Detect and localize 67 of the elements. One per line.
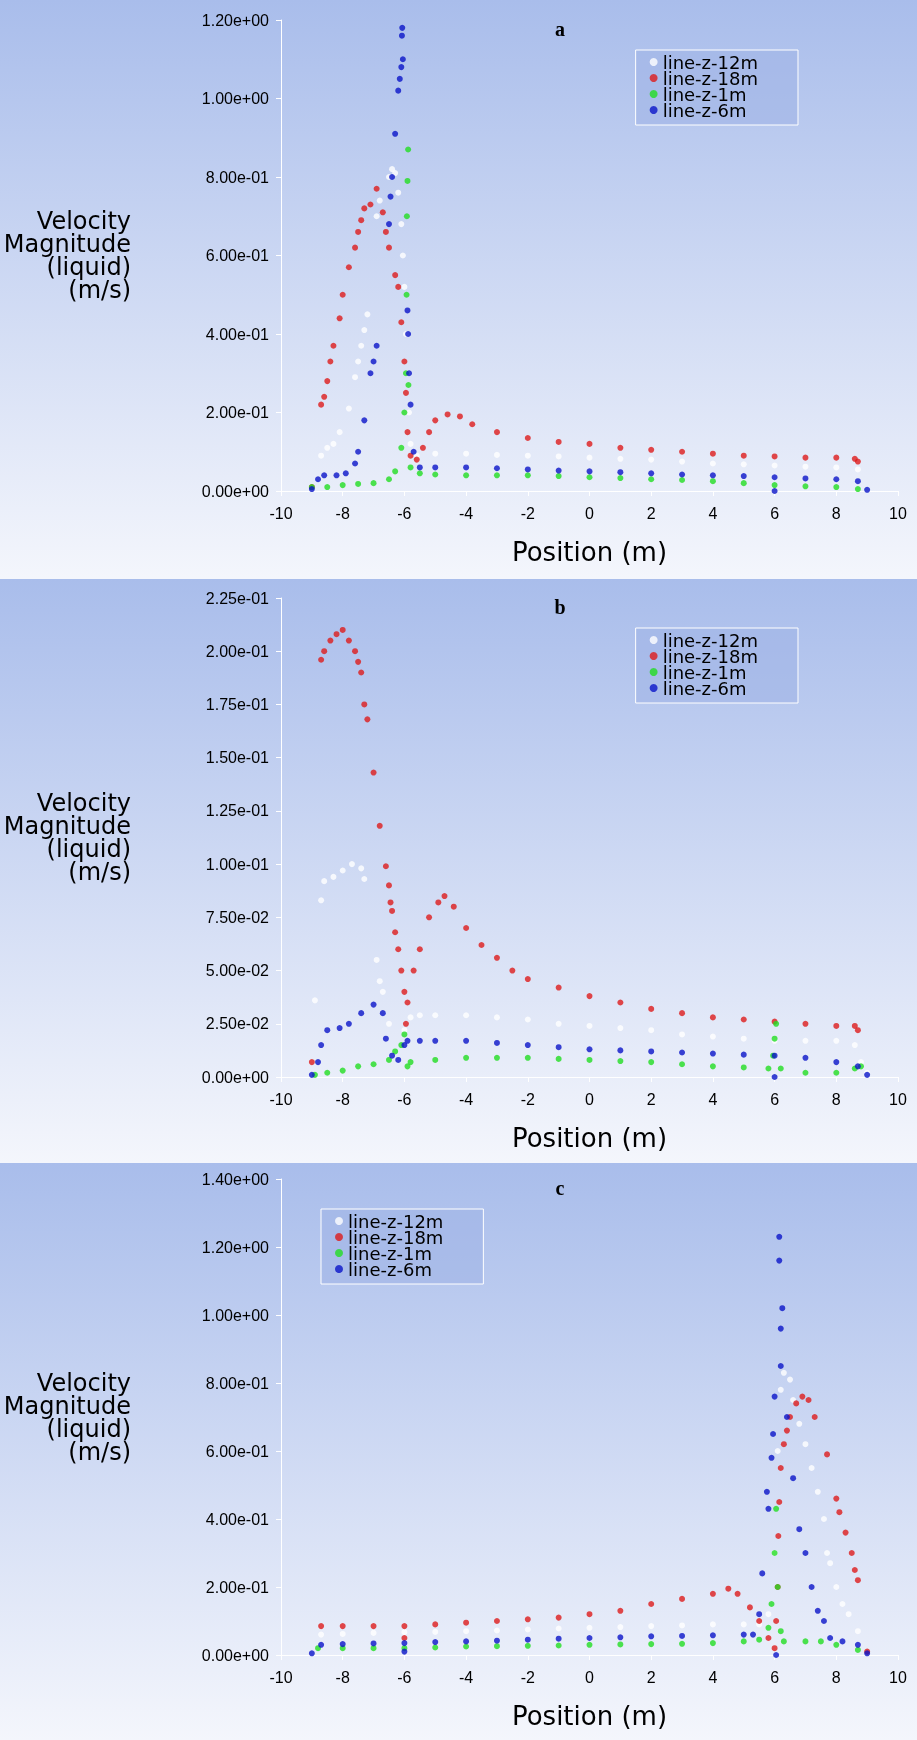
x-tick-label: -2 bbox=[520, 1090, 536, 1108]
y-tick-label: 1.25e-01 bbox=[205, 802, 270, 820]
x-tick-label: 8 bbox=[831, 1668, 841, 1686]
x-axis-title: Position (m) bbox=[511, 1701, 668, 1731]
chart-title: b bbox=[554, 596, 566, 618]
y-tick-label: 1.75e-01 bbox=[205, 695, 270, 713]
x-tick-label: -4 bbox=[458, 1668, 474, 1686]
y-tick-label: 6.00e-01 bbox=[205, 247, 270, 264]
x-tick-label: 0 bbox=[585, 504, 595, 522]
y-tick-label: 0.00e+00 bbox=[201, 1068, 270, 1086]
y-tick-label: 4.00e-01 bbox=[205, 1510, 270, 1528]
x-tick-label: -4 bbox=[458, 1090, 474, 1108]
x-tick-label: 10 bbox=[889, 1668, 907, 1686]
y-tick-label: 1.50e-01 bbox=[205, 749, 270, 767]
y-tick-label: 2.00e-01 bbox=[205, 1578, 270, 1596]
x-tick-label: -10 bbox=[269, 1090, 293, 1108]
y-tick-label: 4.00e-01 bbox=[205, 325, 270, 343]
chart-title: a bbox=[555, 18, 565, 40]
y-tick-label: 8.00e-01 bbox=[205, 168, 270, 186]
y-tick-label: 0.00e+00 bbox=[201, 482, 270, 500]
x-tick-label: 10 bbox=[889, 504, 907, 522]
y-tick-label: 1.20e+00 bbox=[201, 1238, 270, 1256]
x-tick-label: 2 bbox=[646, 504, 656, 522]
y-tick-label: 1.40e+00 bbox=[201, 1170, 270, 1188]
y-tick-label: 2.25e-01 bbox=[205, 589, 270, 607]
y-tick-label: 2.00e-01 bbox=[205, 642, 270, 660]
x-tick-label: -10 bbox=[269, 1668, 293, 1686]
y-tick-label: 0.00e+00 bbox=[201, 1646, 270, 1664]
x-tick-label: 4 bbox=[708, 504, 718, 522]
x-tick-label: 4 bbox=[708, 1668, 718, 1686]
x-tick-label: -8 bbox=[335, 504, 350, 522]
chart-title: c bbox=[555, 1177, 565, 1199]
y-tick-label: 7.50e-02 bbox=[205, 908, 270, 926]
x-tick-label: 2 bbox=[646, 1090, 656, 1108]
x-tick-label: 0 bbox=[585, 1668, 595, 1686]
x-tick-label: -6 bbox=[397, 1668, 412, 1686]
y-tick-label: 1.00e-01 bbox=[205, 855, 270, 873]
x-tick-label: -10 bbox=[269, 504, 293, 522]
x-axis-title: Position (m) bbox=[511, 537, 668, 567]
x-tick-label: 10 bbox=[889, 1090, 907, 1108]
x-tick-label: 0 bbox=[585, 1090, 595, 1108]
y-tick-label: 2.00e-01 bbox=[205, 404, 270, 421]
x-tick-label: -4 bbox=[458, 504, 474, 522]
x-tick-label: 4 bbox=[708, 1090, 718, 1108]
y-tick-label: 1.20e+00 bbox=[201, 11, 270, 29]
x-tick-label: 2 bbox=[646, 1668, 656, 1686]
x-tick-label: -2 bbox=[520, 504, 536, 522]
y-axis-title: Velocity Magnitude (liquid) (m/s) bbox=[3, 207, 131, 304]
y-tick-label: 6.00e-01 bbox=[205, 1442, 270, 1460]
x-tick-label: -6 bbox=[397, 504, 412, 522]
y-tick-label: 5.00e-02 bbox=[205, 962, 270, 980]
x-tick-label: -2 bbox=[520, 1668, 536, 1686]
x-axis-title: Position (m) bbox=[511, 1123, 668, 1153]
y-tick-label: 1.00e+00 bbox=[201, 90, 270, 107]
y-tick-label: 2.50e-02 bbox=[205, 1015, 270, 1033]
x-tick-label: 8 bbox=[831, 1090, 841, 1108]
x-tick-label: 8 bbox=[831, 504, 841, 522]
y-tick-label: 1.00e+00 bbox=[201, 1306, 270, 1324]
x-tick-label: -8 bbox=[335, 1090, 350, 1108]
y-axis-title: Velocity Magnitude (liquid) (m/s) bbox=[3, 1368, 131, 1466]
y-axis-title: Velocity Magnitude (liquid) (m/s) bbox=[3, 789, 131, 886]
x-tick-label: -8 bbox=[335, 1668, 350, 1686]
x-tick-label: 6 bbox=[770, 1668, 780, 1686]
x-tick-label: 6 bbox=[770, 1090, 780, 1108]
x-tick-label: -6 bbox=[397, 1090, 412, 1108]
y-tick-label: 8.00e-01 bbox=[205, 1374, 270, 1392]
x-tick-label: 6 bbox=[770, 504, 780, 522]
